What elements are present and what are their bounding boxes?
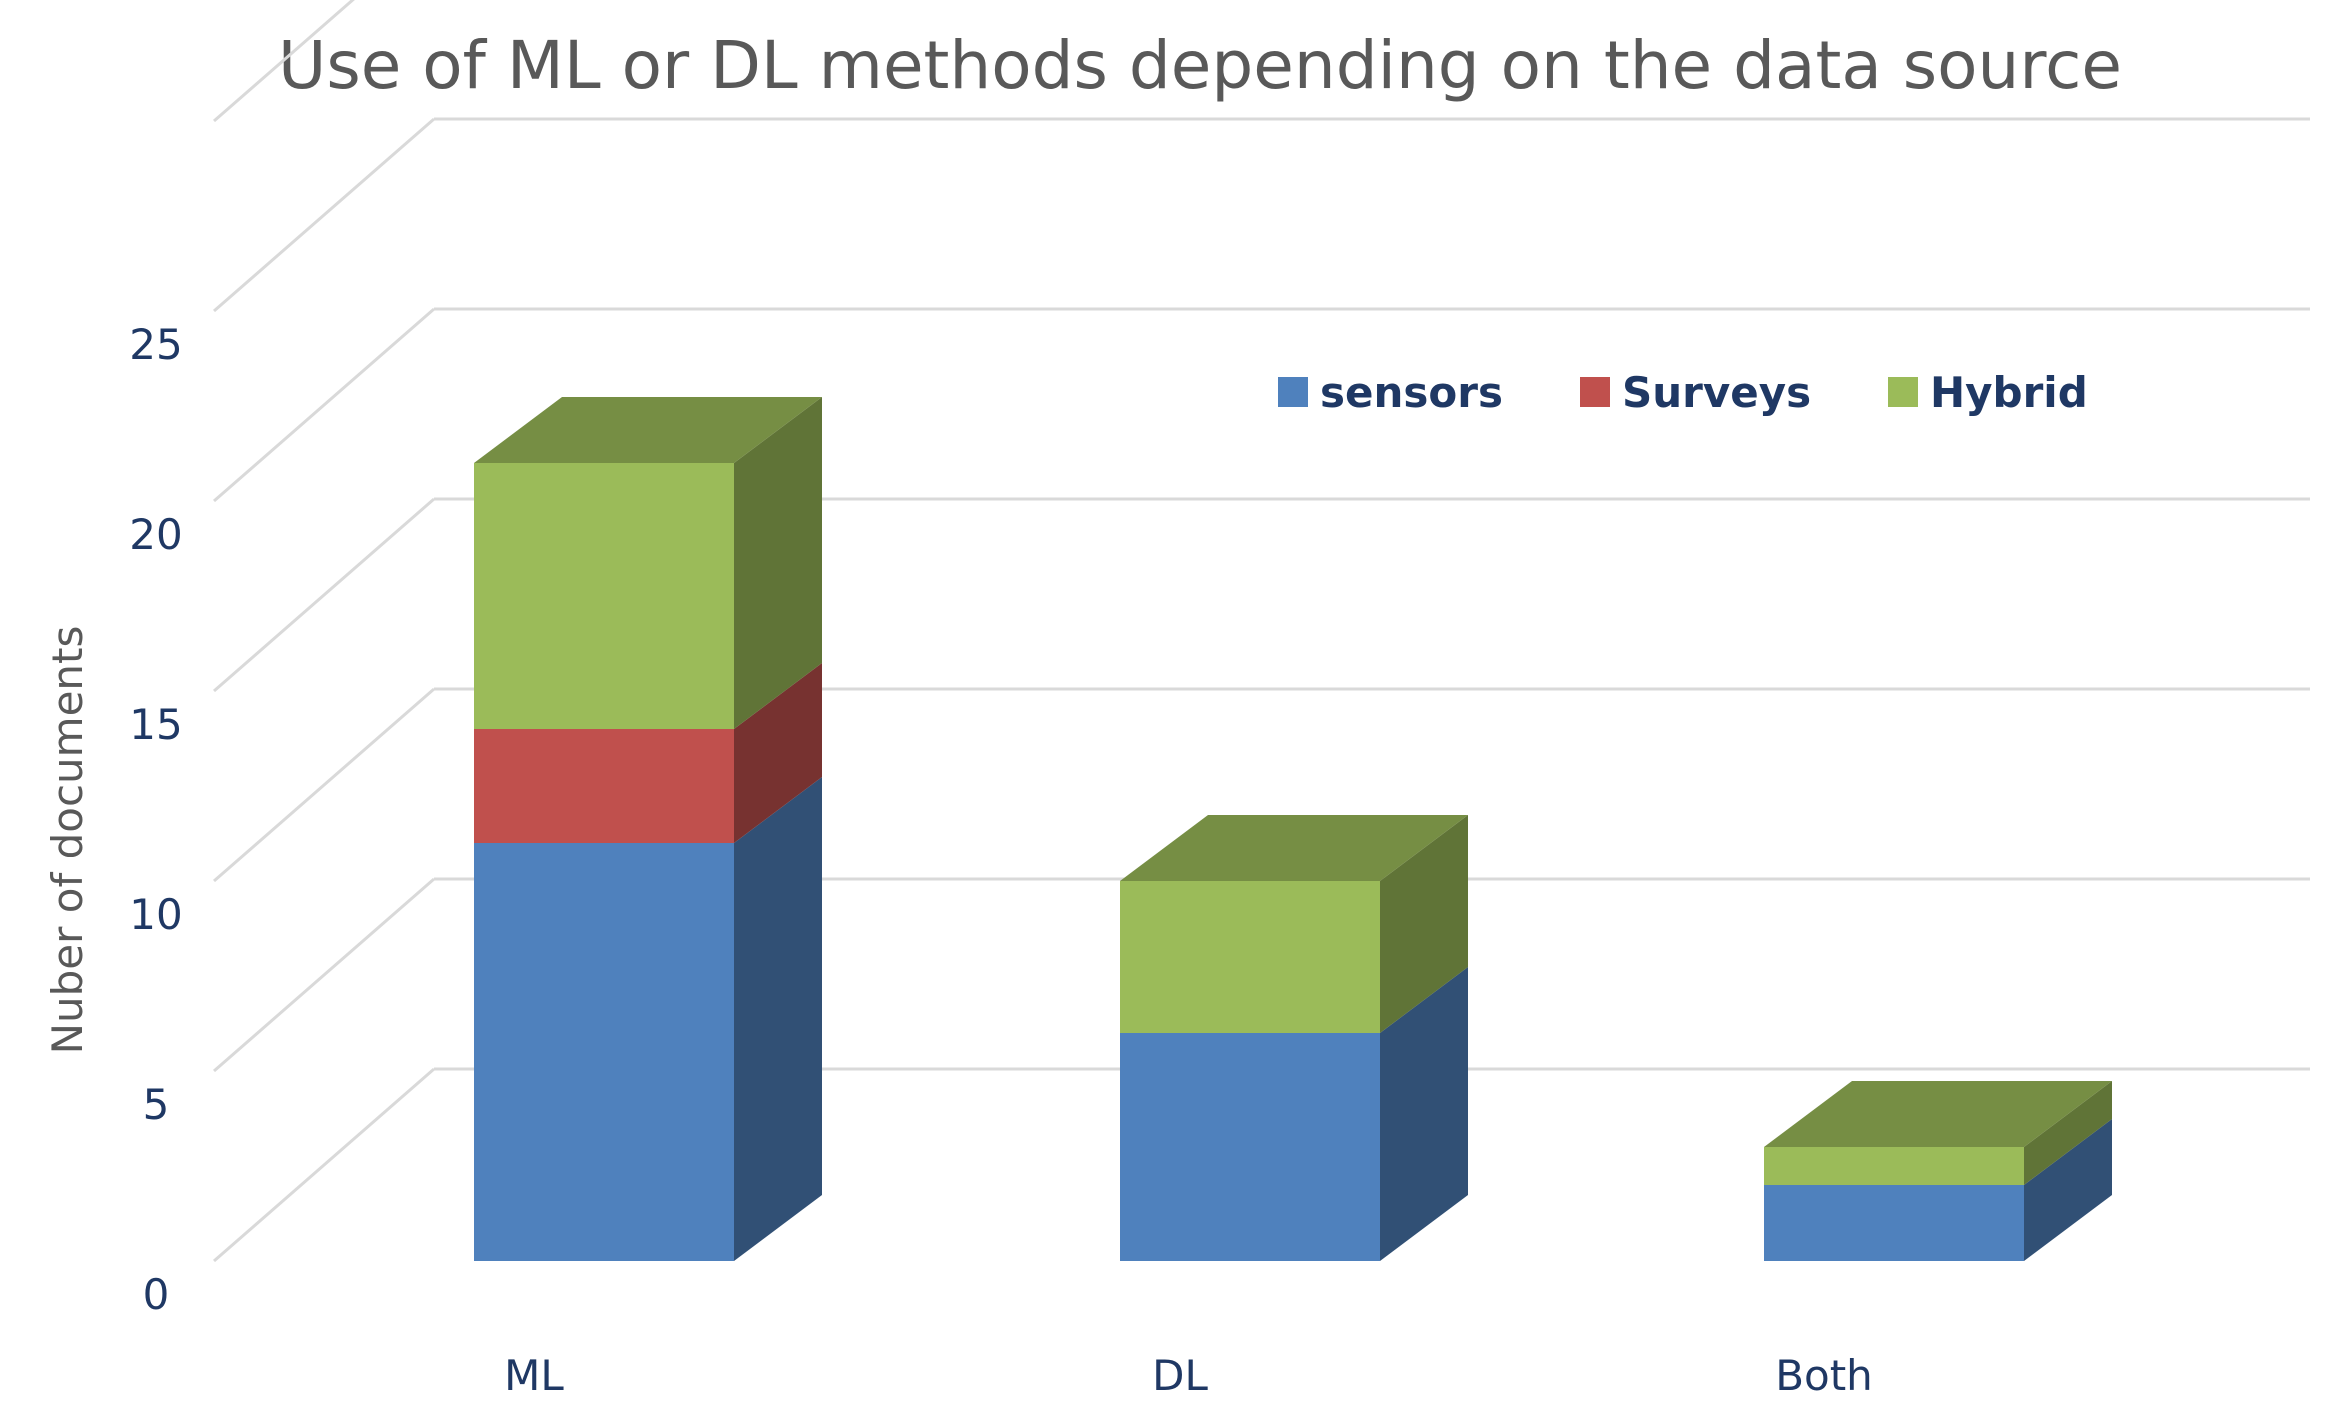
gridline-diagonal [213,0,355,123]
gridline-diagonal [213,117,435,313]
bars [474,397,2112,1261]
y-tick-label: 5 [143,1080,170,1129]
y-tick-label: 20 [129,510,182,559]
y-tick-label: 0 [143,1270,170,1319]
gridline-diagonal [213,877,435,1073]
legend-swatch-sensors [1278,377,1308,407]
bar-both-sensors [1764,1185,2024,1261]
bar-side-dl-sensors [1380,967,1468,1261]
bar-side-ml-hybrid [734,397,822,729]
chart-title: Use of ML or DL methods depending on the… [278,27,2122,104]
bar-both-hybrid [1764,1147,2024,1185]
bar-top-ml [474,397,822,463]
bar-side-ml-sensors [734,777,822,1261]
bar-ml-hybrid [474,463,734,729]
legend-label-sensors: sensors [1320,368,1503,417]
gridline-diagonal [213,1067,435,1263]
gridline-diagonal [213,687,435,883]
y-tick-label: 25 [129,320,182,369]
legend-swatch-surveys [1580,377,1610,407]
bar-dl-hybrid [1120,881,1380,1033]
bar-top-dl [1120,815,1468,881]
x-tick-label: ML [504,1351,564,1400]
y-axis-ticks: 0 5 10 15 20 25 [129,320,182,1319]
bar-side-ml-surveys [734,663,822,843]
legend: sensors Surveys Hybrid [1278,368,2088,417]
legend-swatch-hybrid [1888,377,1918,407]
bar-side-dl-hybrid [1380,815,1468,1033]
bar-ml-surveys [474,729,734,843]
bar-dl-sensors [1120,1033,1380,1261]
bar-side-both-sensors [2024,1119,2112,1261]
x-tick-label: DL [1152,1351,1208,1400]
y-axis-label: Nuber of documents [43,626,92,1055]
x-tick-label: Both [1775,1351,1873,1400]
x-axis-ticks: ML DL Both [504,1351,1873,1400]
gridline-diagonal [213,307,435,503]
y-tick-label: 15 [129,700,182,749]
legend-label-hybrid: Hybrid [1930,368,2088,417]
gridline-diagonal [213,497,435,693]
legend-label-surveys: Surveys [1622,368,1811,417]
bar-ml-sensors [474,843,734,1261]
y-tick-label: 10 [129,890,182,939]
bar-side-both-hybrid [2024,1081,2112,1185]
bar-top-both [1764,1081,2112,1147]
